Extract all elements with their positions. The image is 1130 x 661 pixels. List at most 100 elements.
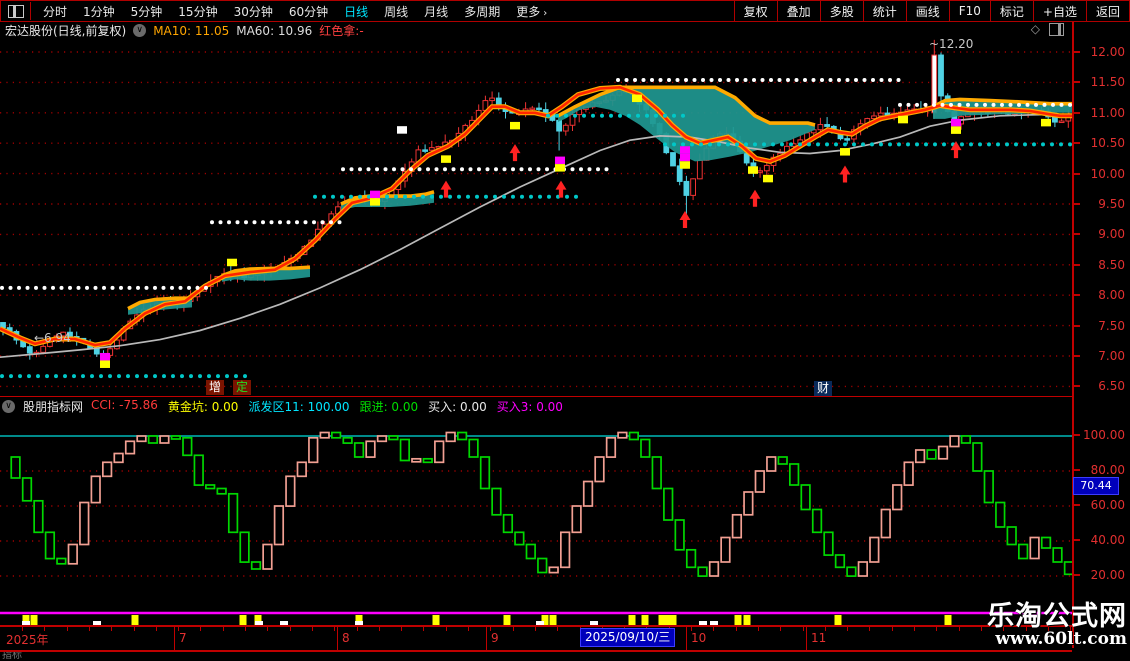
support-dotted-line [546,113,550,118]
ladder-box [113,452,124,464]
support-dotted-line [555,113,559,118]
menu-多股[interactable]: 多股 [819,1,863,21]
indicator-chart[interactable] [0,396,1072,626]
ladder-box [262,543,273,570]
tab-分时[interactable]: 分时 [43,4,68,19]
month-label: 10 [691,631,707,645]
resistance-dotted-line [119,285,123,290]
chevron-down-icon[interactable]: ∨ [133,24,147,37]
yellow-signal-mark [734,615,742,625]
date-minor-tick [914,627,915,631]
support-dotted-line [493,194,497,199]
menu-画线[interactable]: 画线 [905,1,949,21]
resistance-dotted-line [153,285,157,290]
support-dotted-line [582,113,586,118]
month-label: 11 [811,631,827,645]
resistance-dotted-line [409,167,413,172]
price-axis-tick [1074,263,1080,266]
menu-叠加[interactable]: 叠加 [776,1,820,21]
date-minor-tick [111,627,113,631]
resistance-dotted-line [701,78,705,82]
tab-日线[interactable]: 日线 [344,4,369,19]
support-dotted-line [439,194,443,199]
tab-15分钟[interactable]: 15分钟 [178,4,218,19]
price-axis-label: 7.00 [1098,349,1125,363]
support-dotted-line [421,194,425,199]
month-divider [806,627,807,650]
tab-5分钟[interactable]: 5分钟 [130,4,163,19]
support-dotted-line [0,374,4,379]
signal-block [397,126,407,134]
menu-统计[interactable]: 统计 [862,1,906,21]
resistance-dotted-line [667,78,671,82]
support-dotted-line [924,142,928,147]
menu-复权[interactable]: 复权 [733,1,777,21]
tab-60分钟[interactable]: 60分钟 [288,4,329,19]
date-minor-tick [780,627,782,631]
resistance-dotted-line [383,167,388,172]
tab-30分钟[interactable]: 30分钟 [233,4,273,19]
support-dotted-line [1032,142,1036,147]
resistance-dotted-line [837,78,841,82]
support-dotted-line [466,194,470,199]
date-minor-tick [178,627,180,631]
resistance-dotted-line [485,167,490,172]
support-dotted-line [654,113,658,118]
tab-更多[interactable]: 更多 › [516,4,548,19]
support-dotted-line [798,142,802,147]
date-minor-tick [311,627,313,631]
candle-body [569,114,576,126]
diamond-icon[interactable]: ◇ [1030,22,1040,36]
menu-+自选[interactable]: +自选 [1032,1,1086,21]
price-axis-tick [1074,355,1080,357]
resistance-dotted-line [161,285,166,290]
date-minor-tick [66,627,68,631]
date-minor-tick [44,627,46,631]
layout-split-icon[interactable] [8,4,24,18]
yellow-signal-mark [669,615,677,625]
tab-月线[interactable]: 月线 [424,4,449,19]
support-dotted-line [520,194,524,199]
support-dotted-line [385,194,389,199]
date-minor-tick [1003,627,1005,631]
resistance-dotted-line [854,78,858,82]
ladder-box [285,475,296,507]
cloud-top-border [127,296,192,311]
support-dotted-line [243,374,247,379]
support-dotted-line [861,142,865,147]
more-chevron-icon: › [543,7,548,19]
tab-周线[interactable]: 周线 [384,4,409,19]
buy-arrow-icon [509,144,521,162]
support-dotted-line [942,142,946,147]
support-dotted-line [547,194,551,199]
resistance-dotted-line [477,167,481,172]
candle-body [1058,120,1065,124]
price-axis-label: 7.50 [1098,318,1125,333]
tab-1分钟[interactable]: 1分钟 [83,4,115,19]
pane-split-icon[interactable] [1049,22,1064,36]
date-minor-tick [936,627,938,631]
ladder-box [720,536,731,563]
signal-block [680,146,690,154]
tab-多周期[interactable]: 多周期 [464,4,501,19]
chevron-down-icon[interactable]: ∨ [2,400,15,413]
ladder-box [582,480,594,507]
resistance-dotted-line [735,78,739,82]
support-dotted-line [403,194,407,199]
menu-标记[interactable]: 标记 [989,1,1033,21]
yellow-signal-mark [503,615,511,625]
candle-body [844,138,851,141]
signal-block [227,258,237,267]
resistance-dotted-line [786,78,790,82]
ladder-box [136,435,147,443]
ladder-box [1006,526,1017,546]
price-axis-label: 9.00 [1098,227,1125,242]
resistance-dotted-line [743,78,748,82]
ladder-box [960,435,972,444]
menu-F10[interactable]: F10 [948,1,990,21]
ladder-box [159,435,170,444]
ladder-box [926,449,937,460]
period-tabs: 分时 1分钟 5分钟 15分钟 30分钟 60分钟 日线 周线 月线 多周期 更多 › [35,3,734,20]
main-price-chart[interactable] [0,20,1072,396]
menu-返回[interactable]: 返回 [1085,1,1129,21]
